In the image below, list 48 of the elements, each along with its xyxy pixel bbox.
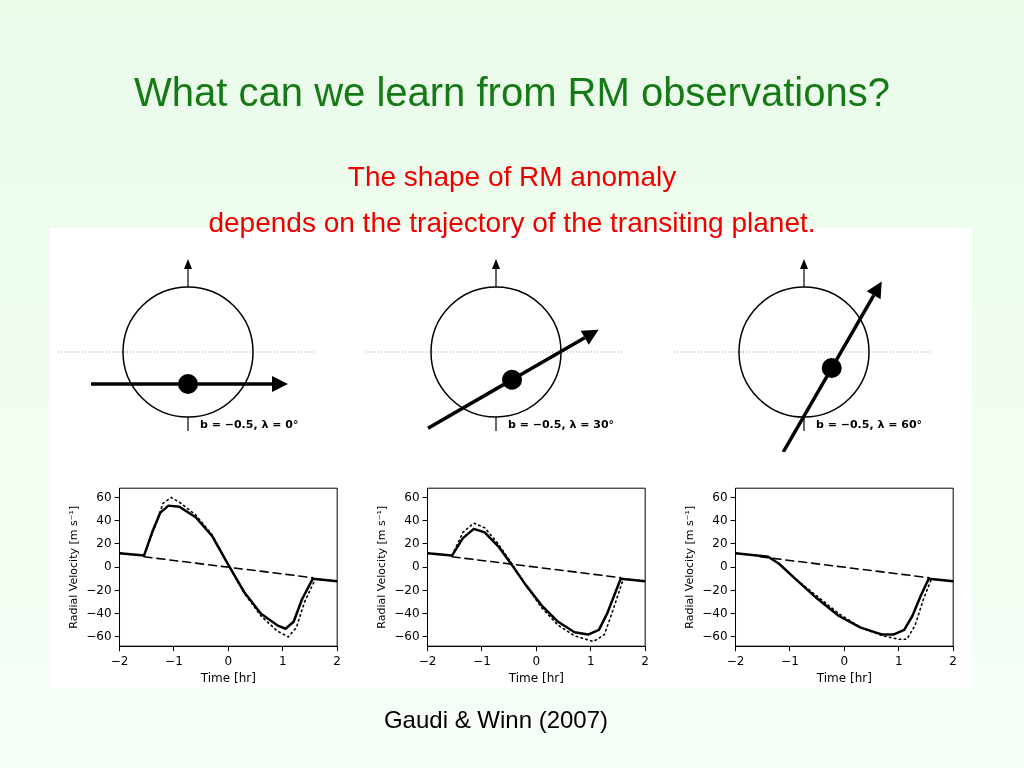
y-tick-label: 0 bbox=[411, 559, 420, 574]
text: Gaudi & Winn (2007) bbox=[382, 706, 610, 734]
y-tick-label: −60 bbox=[394, 629, 420, 644]
y-tick-label: 60 bbox=[712, 489, 728, 504]
x-tick-label: −1 bbox=[781, 653, 799, 668]
x-tick-label: −2 bbox=[418, 653, 437, 668]
x-tick-label: −2 bbox=[110, 653, 129, 668]
text: b = −0.5, λ = 60° bbox=[816, 418, 923, 431]
y-tick-label: 20 bbox=[712, 536, 728, 551]
x-tick-label: 2 bbox=[641, 653, 649, 668]
x-axis-title: Time [hr] bbox=[815, 670, 872, 685]
y-tick-label: 40 bbox=[96, 512, 112, 527]
x-axis-title: Time [hr] bbox=[507, 670, 564, 685]
x-tick-label: 2 bbox=[949, 653, 957, 668]
y-tick-label: −40 bbox=[394, 605, 420, 620]
x-tick-label: 1 bbox=[278, 653, 287, 668]
x-tick-label: 0 bbox=[224, 653, 233, 668]
x-tick-label: 1 bbox=[894, 653, 903, 668]
y-tick-label: 60 bbox=[96, 489, 112, 504]
x-tick-label: −1 bbox=[165, 653, 183, 668]
x-tick-label: 0 bbox=[840, 653, 849, 668]
y-tick-label: 0 bbox=[719, 559, 728, 574]
text: The shape of RM anomaly depends on the trajectory of the transiting planet. bbox=[207, 160, 817, 240]
y-tick-label: −40 bbox=[86, 605, 112, 620]
x-tick-label: −2 bbox=[726, 653, 745, 668]
y-tick-label: 20 bbox=[96, 536, 112, 551]
y-axis-title: Radial Velocity [m s⁻¹] bbox=[67, 505, 81, 629]
y-tick-label: −20 bbox=[702, 582, 728, 597]
x-tick-label: −1 bbox=[473, 653, 491, 668]
y-tick-label: −60 bbox=[86, 629, 112, 644]
text: b = −0.5, λ = 0° bbox=[200, 418, 299, 431]
x-tick-label: 1 bbox=[586, 653, 595, 668]
text: What can we learn from RM observations? bbox=[133, 70, 891, 115]
x-tick-label: 0 bbox=[532, 653, 541, 668]
y-tick-label: −60 bbox=[702, 629, 728, 644]
y-tick-label: 0 bbox=[103, 559, 112, 574]
y-tick-label: 60 bbox=[404, 489, 420, 504]
y-tick-label: −20 bbox=[394, 582, 420, 597]
x-tick-label: 2 bbox=[333, 653, 341, 668]
y-tick-label: 40 bbox=[712, 512, 728, 527]
y-axis-title: Radial Velocity [m s⁻¹] bbox=[683, 505, 697, 629]
x-axis-title: Time [hr] bbox=[199, 670, 256, 685]
y-axis-title: Radial Velocity [m s⁻¹] bbox=[375, 505, 389, 629]
y-tick-label: −40 bbox=[702, 605, 728, 620]
text: b = −0.5, λ = 30° bbox=[508, 418, 615, 431]
y-tick-label: 40 bbox=[404, 512, 420, 527]
y-tick-label: −20 bbox=[86, 582, 112, 597]
y-tick-label: 20 bbox=[404, 536, 420, 551]
